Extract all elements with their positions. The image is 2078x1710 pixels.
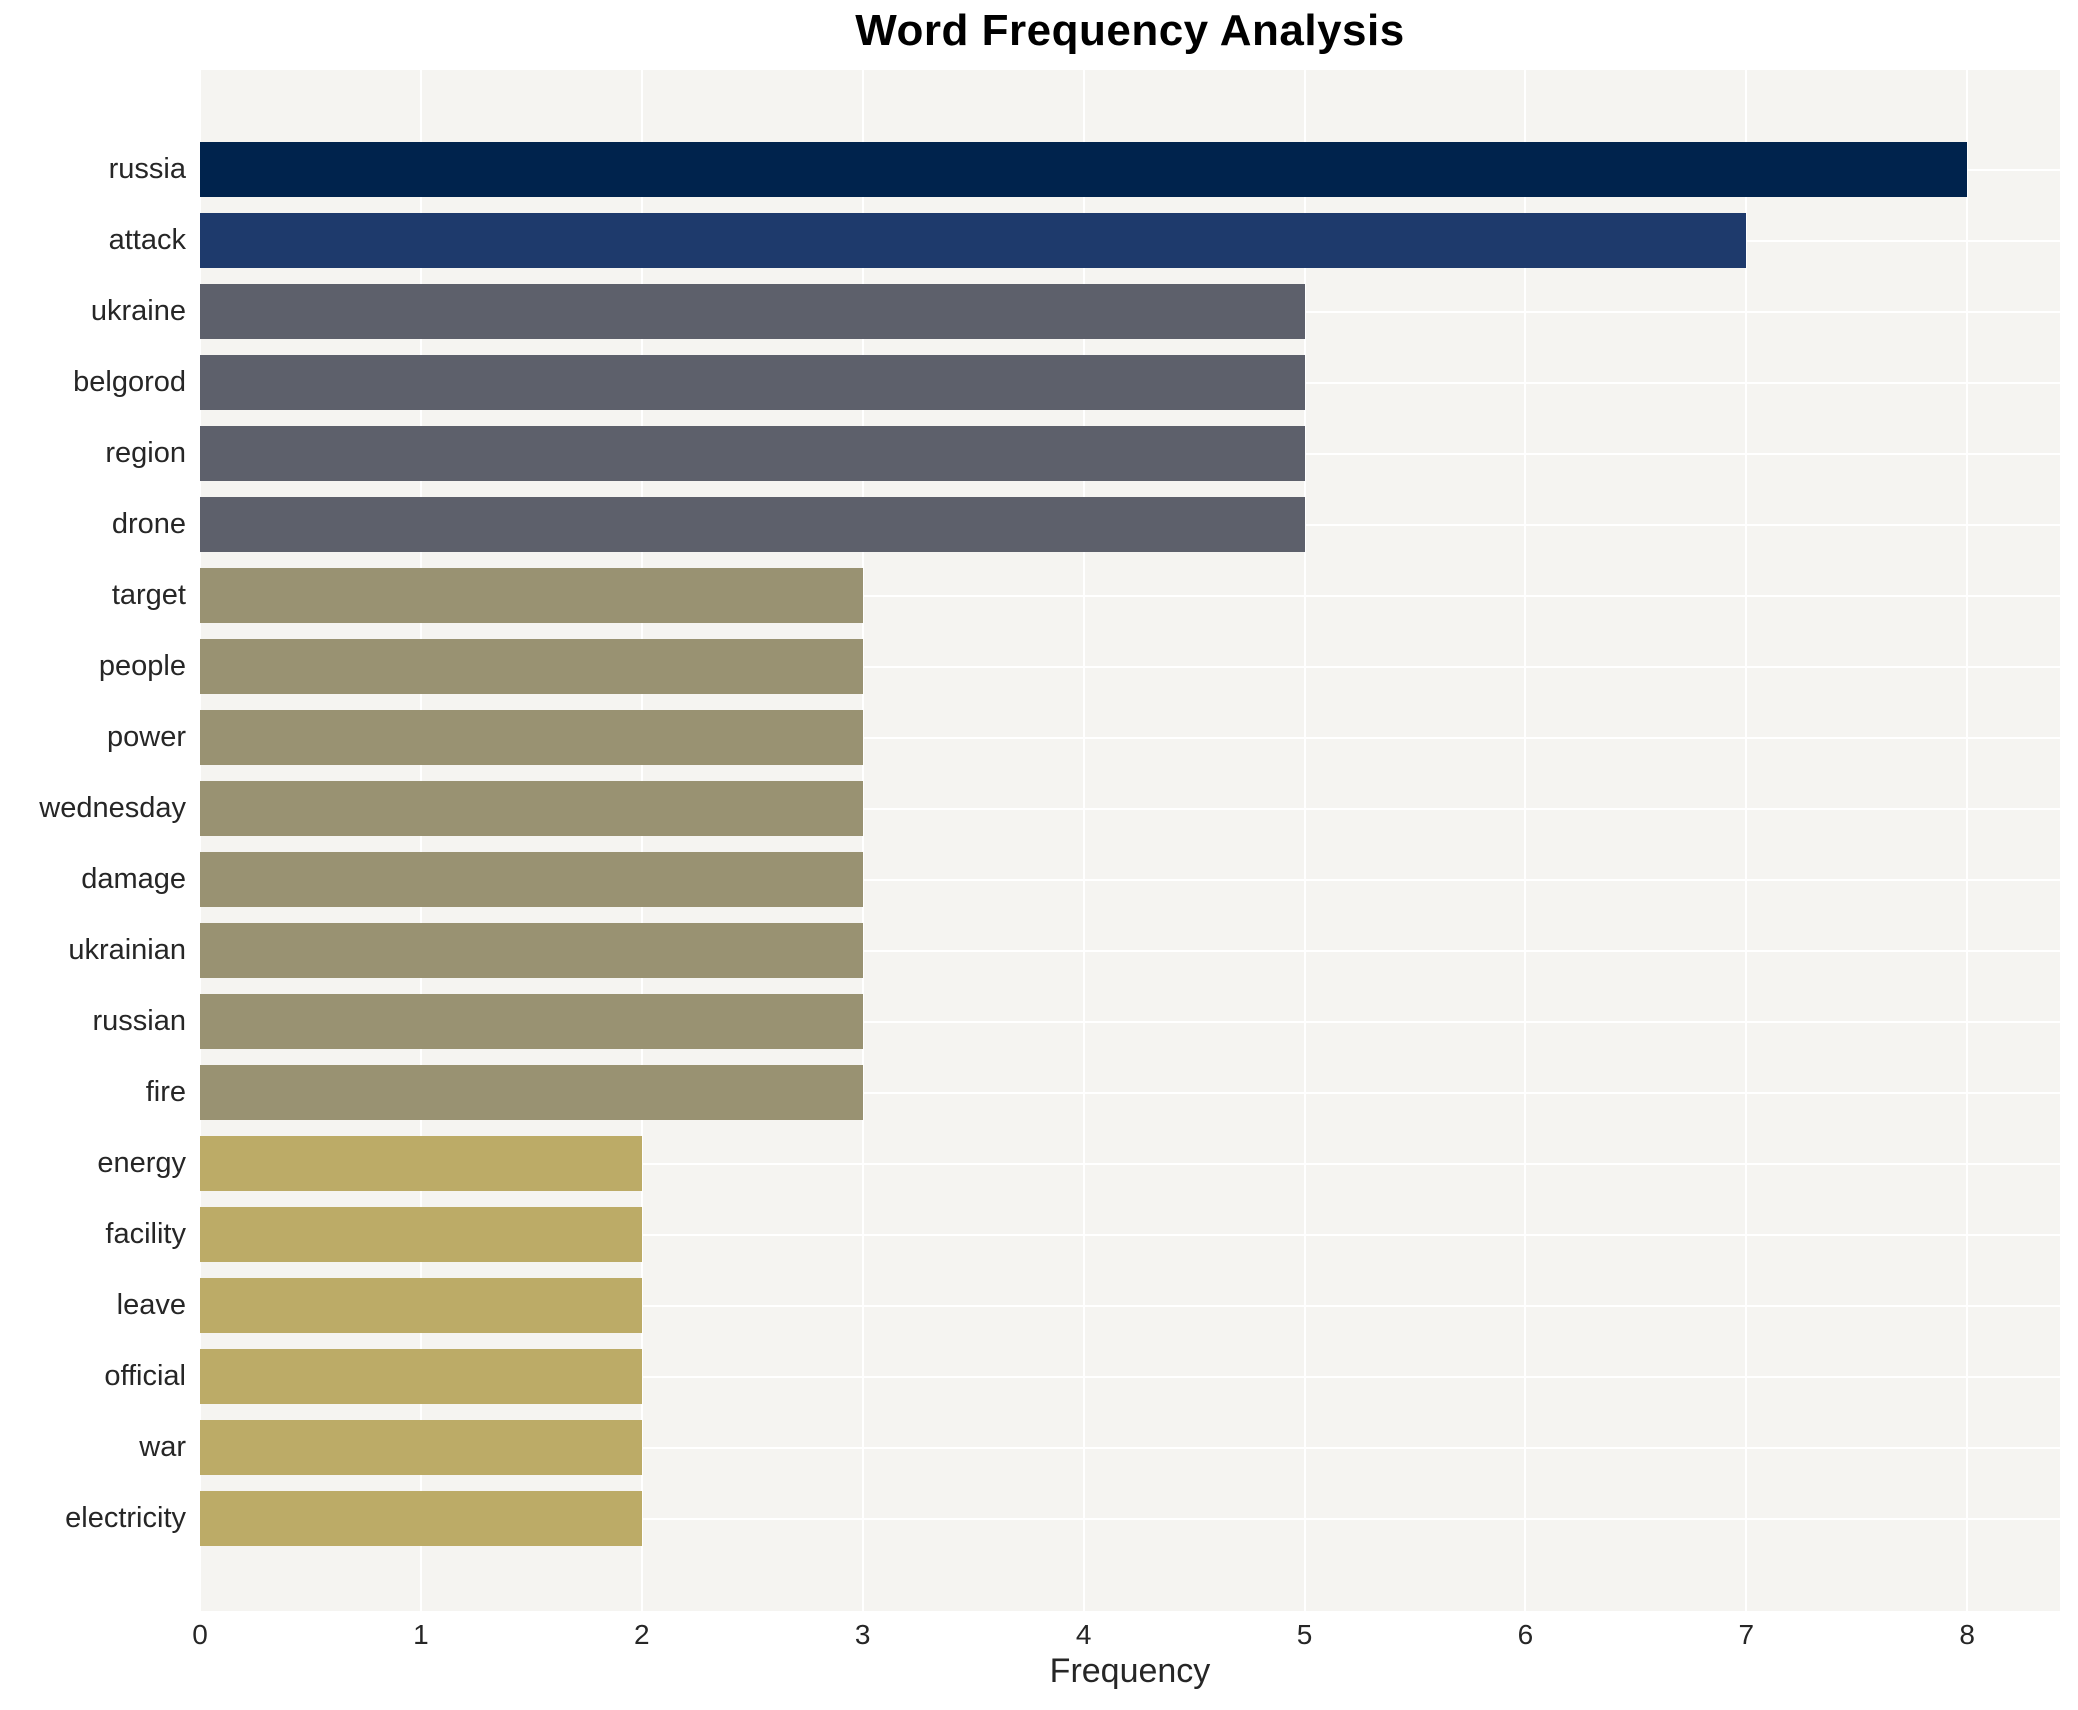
bar-energy — [200, 1136, 642, 1191]
bar-fire — [200, 1065, 863, 1120]
y-tick-label-ukraine: ukraine — [90, 295, 186, 327]
y-tick-label-fire: fire — [145, 1076, 186, 1108]
bar-row-energy — [200, 1128, 2060, 1199]
bar-facility — [200, 1207, 642, 1262]
x-tick-label-4: 4 — [1075, 1619, 1092, 1650]
x-tick-label-8: 8 — [1959, 1619, 1976, 1650]
y-gridline — [200, 878, 2060, 881]
y-gridline — [200, 1020, 2060, 1023]
bar-drone — [200, 497, 1305, 552]
x-axis-label: Frequency — [1049, 1652, 1211, 1690]
y-tick-label-people: people — [98, 650, 186, 682]
bar-belgorod — [200, 355, 1305, 410]
y-gridline — [200, 1162, 2060, 1165]
y-tick-label-power: power — [107, 721, 186, 753]
x-tick-label-3: 3 — [854, 1619, 871, 1650]
bar-region — [200, 426, 1305, 481]
bar-row-target — [200, 560, 2060, 631]
y-tick-label-russian: russian — [92, 1005, 187, 1037]
bar-damage — [200, 852, 863, 907]
y-tick-label-facility: facility — [105, 1218, 186, 1250]
chart-title: Word Frequency Analysis — [855, 6, 1405, 55]
gridline-x-4 — [1082, 70, 1085, 1611]
bar-rows — [200, 70, 2060, 1611]
y-gridline — [200, 807, 2060, 810]
bar-row-attack — [200, 205, 2060, 276]
bar-row-ukrainian — [200, 915, 2060, 986]
bar-target — [200, 568, 863, 623]
y-tick-label-leave: leave — [116, 1289, 186, 1321]
gridline-x-2 — [640, 70, 643, 1611]
bar-row-facility — [200, 1199, 2060, 1270]
y-tick-label-wednesday: wednesday — [39, 792, 186, 824]
bar-ukrainian — [200, 923, 863, 978]
bar-row-ukraine — [200, 276, 2060, 347]
bar-leave — [200, 1278, 642, 1333]
gridline-x-3 — [861, 70, 864, 1611]
x-tick-label-0: 0 — [192, 1619, 208, 1650]
bar-electricity — [200, 1491, 642, 1546]
bar-row-damage — [200, 844, 2060, 915]
x-tick-label-2: 2 — [634, 1619, 650, 1650]
bar-row-russia — [200, 134, 2060, 205]
y-tick-label-energy: energy — [97, 1147, 186, 1179]
y-tick-label-war: war — [139, 1431, 186, 1463]
plot-area — [199, 70, 2060, 1611]
x-tick-label-7: 7 — [1738, 1619, 1755, 1650]
bar-power — [200, 710, 863, 765]
bar-russian — [200, 994, 863, 1049]
y-axis-labels: russia attack ukraine belgorod region drone ta… — [0, 70, 186, 1554]
y-gridline — [200, 594, 2060, 597]
y-gridline — [200, 1517, 2060, 1520]
y-gridline — [200, 736, 2060, 739]
x-axis-ticks: 0 1 2 3 4 5 6 7 8 — [192, 1619, 2060, 1655]
x-tick-label-5: 5 — [1296, 1619, 1313, 1650]
bar-russia — [200, 142, 1968, 197]
x-tick-label-6: 6 — [1517, 1619, 1534, 1650]
x-tick-label-1: 1 — [413, 1619, 429, 1650]
y-tick-label-damage: damage — [81, 863, 186, 895]
gridline-x-5 — [1303, 70, 1306, 1611]
y-tick-label-attack: attack — [108, 224, 186, 256]
bar-ukraine — [200, 284, 1305, 339]
gridline-x-8 — [1966, 70, 1969, 1611]
y-tick-label-target: target — [111, 579, 186, 611]
bar-row-fire — [200, 1057, 2060, 1128]
y-tick-label-region: region — [105, 437, 186, 469]
y-gridline — [200, 1233, 2060, 1236]
bar-row-drone — [200, 489, 2060, 560]
bar-row-region — [200, 418, 2060, 489]
y-tick-label-electricity: electricity — [65, 1502, 186, 1534]
bar-row-people — [200, 631, 2060, 702]
y-tick-label-russia: russia — [108, 153, 186, 185]
bar-row-power — [200, 702, 2060, 773]
bar-row-electricity — [200, 1483, 2060, 1554]
bar-wednesday — [200, 781, 863, 836]
gridline-x-1 — [419, 70, 422, 1611]
y-gridline — [200, 1446, 2060, 1449]
gridline-x-0 — [199, 70, 201, 1611]
y-gridline — [200, 1091, 2060, 1094]
y-tick-label-official: official — [104, 1360, 186, 1392]
bar-row-belgorod — [200, 347, 2060, 418]
bar-official — [200, 1349, 642, 1404]
y-tick-label-belgorod: belgorod — [73, 366, 186, 398]
bar-row-russian — [200, 986, 2060, 1057]
y-tick-label-drone: drone — [111, 508, 186, 540]
y-gridline — [200, 665, 2060, 668]
y-gridline — [200, 949, 2060, 952]
bar-row-official — [200, 1341, 2060, 1412]
bar-people — [200, 639, 863, 694]
y-tick-label-ukrainian: ukrainian — [68, 934, 186, 966]
bar-war — [200, 1420, 642, 1475]
gridline-x-7 — [1745, 70, 1748, 1611]
y-gridline — [200, 1304, 2060, 1307]
y-gridline — [200, 1375, 2060, 1378]
bar-row-war — [200, 1412, 2060, 1483]
bar-row-leave — [200, 1270, 2060, 1341]
bar-attack — [200, 213, 1747, 268]
bar-row-wednesday — [200, 773, 2060, 844]
gridline-x-6 — [1524, 70, 1527, 1611]
